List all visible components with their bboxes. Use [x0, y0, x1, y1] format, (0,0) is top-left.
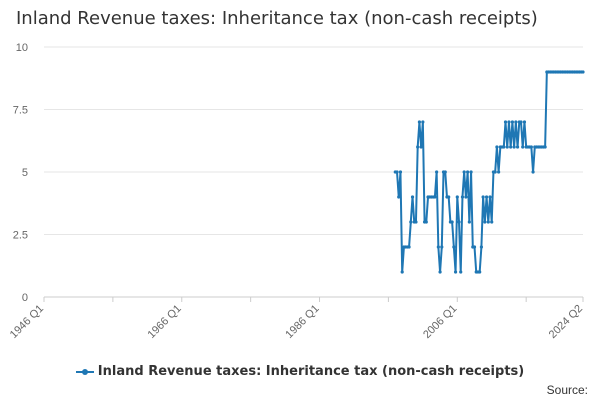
data-point[interactable] [440, 245, 444, 249]
data-point[interactable] [462, 170, 466, 174]
data-point[interactable] [509, 145, 513, 149]
data-point[interactable] [464, 195, 468, 199]
data-point[interactable] [493, 170, 497, 174]
source-label: Source: [546, 383, 588, 397]
data-point[interactable] [419, 145, 423, 149]
data-point[interactable] [452, 245, 456, 249]
data-point[interactable] [495, 145, 499, 149]
chart-title: Inland Revenue taxes: Inheritance tax (n… [16, 8, 538, 29]
x-axis-labels: 1946 Q1 1966 Q1 1986 Q1 2006 Q1 2024 Q2 [8, 303, 585, 341]
data-point[interactable] [457, 220, 461, 224]
x-axis [43, 296, 584, 302]
data-point[interactable] [522, 120, 527, 124]
data-point[interactable] [447, 195, 451, 199]
x-tick-label: 1966 Q1 [146, 303, 184, 341]
data-point[interactable] [481, 195, 485, 199]
data-point[interactable] [479, 245, 483, 249]
gridlines [44, 46, 583, 235]
data-point[interactable] [484, 195, 489, 199]
data-point[interactable] [410, 195, 415, 199]
data-point[interactable] [421, 120, 425, 124]
data-point[interactable] [395, 170, 399, 174]
y-axis-labels: 0 2.5 5 7.5 10 [13, 42, 28, 304]
y-tick-label: 7.5 [13, 105, 28, 117]
data-point[interactable] [424, 220, 428, 224]
legend-label: Inland Revenue taxes: Inheritance tax (n… [97, 364, 525, 379]
data-point[interactable] [521, 145, 525, 149]
y-tick-label: 0 [22, 292, 28, 304]
data-point[interactable] [438, 270, 442, 274]
data-point[interactable] [510, 120, 514, 124]
data-point[interactable] [483, 220, 487, 224]
x-tick-label: 1946 Q1 [8, 303, 46, 341]
data-point[interactable] [507, 120, 511, 124]
data-point[interactable] [397, 195, 401, 199]
data-point[interactable] [414, 220, 418, 224]
data-point[interactable] [505, 145, 509, 149]
data-point[interactable] [407, 245, 411, 249]
data-point[interactable] [503, 120, 508, 124]
data-point[interactable] [514, 120, 518, 124]
data-point[interactable] [460, 195, 465, 199]
y-tick-label: 5 [22, 167, 28, 179]
data-point[interactable] [443, 170, 447, 174]
data-point[interactable] [472, 245, 477, 249]
data-point[interactable] [435, 170, 439, 174]
data-point[interactable] [502, 145, 506, 149]
data-point[interactable] [398, 170, 403, 174]
data-point[interactable] [490, 220, 494, 224]
y-tick-label: 2.5 [13, 230, 28, 242]
data-point[interactable] [581, 70, 585, 74]
data-point[interactable] [450, 220, 454, 224]
data-point[interactable] [469, 170, 473, 174]
x-tick-label: 2024 Q2 [547, 303, 585, 341]
data-point[interactable] [488, 195, 492, 199]
series-layer [393, 70, 585, 274]
data-point[interactable] [455, 195, 459, 199]
data-point[interactable] [433, 195, 437, 199]
x-tick-label: 2006 Q1 [421, 303, 459, 341]
data-point[interactable] [486, 220, 490, 224]
data-point[interactable] [543, 145, 547, 149]
x-tick-label: 1986 Q1 [283, 303, 321, 341]
data-point[interactable] [515, 145, 520, 149]
y-tick-label: 10 [16, 42, 28, 54]
data-point[interactable] [529, 145, 533, 149]
data-point[interactable] [459, 270, 463, 274]
data-point[interactable] [416, 145, 420, 149]
data-point[interactable] [436, 245, 440, 249]
data-point[interactable] [466, 170, 470, 174]
legend[interactable]: Inland Revenue taxes: Inheritance tax (n… [0, 364, 600, 381]
data-point[interactable] [409, 220, 413, 224]
data-point[interactable] [467, 220, 471, 224]
data-point[interactable] [531, 170, 535, 174]
data-point[interactable] [519, 120, 523, 124]
data-point[interactable] [478, 270, 482, 274]
data-point[interactable] [497, 170, 501, 174]
legend-line-marker-icon [75, 367, 94, 377]
data-point[interactable] [453, 270, 458, 274]
data-point[interactable] [417, 120, 422, 124]
data-point[interactable] [512, 145, 516, 149]
data-point[interactable] [400, 270, 404, 274]
